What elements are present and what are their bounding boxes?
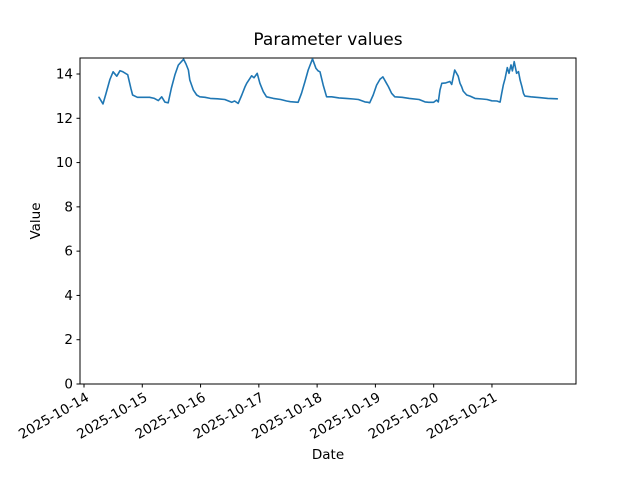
y-tick-label: 0 xyxy=(64,377,73,393)
y-tick-label: 2 xyxy=(64,332,73,348)
y-tick-label: 10 xyxy=(56,155,73,171)
x-axis-label: Date xyxy=(311,447,345,463)
y-axis-label: Value xyxy=(28,202,44,240)
axes-spines xyxy=(79,57,577,385)
y-tick-label: 8 xyxy=(64,199,73,215)
y-tick-label: 14 xyxy=(56,67,73,83)
chart-title: Parameter values xyxy=(253,30,403,50)
y-tick-label: 4 xyxy=(64,288,73,304)
data-line xyxy=(98,58,559,105)
y-tick-label: 6 xyxy=(64,244,73,260)
y-tick-label: 12 xyxy=(56,111,73,127)
